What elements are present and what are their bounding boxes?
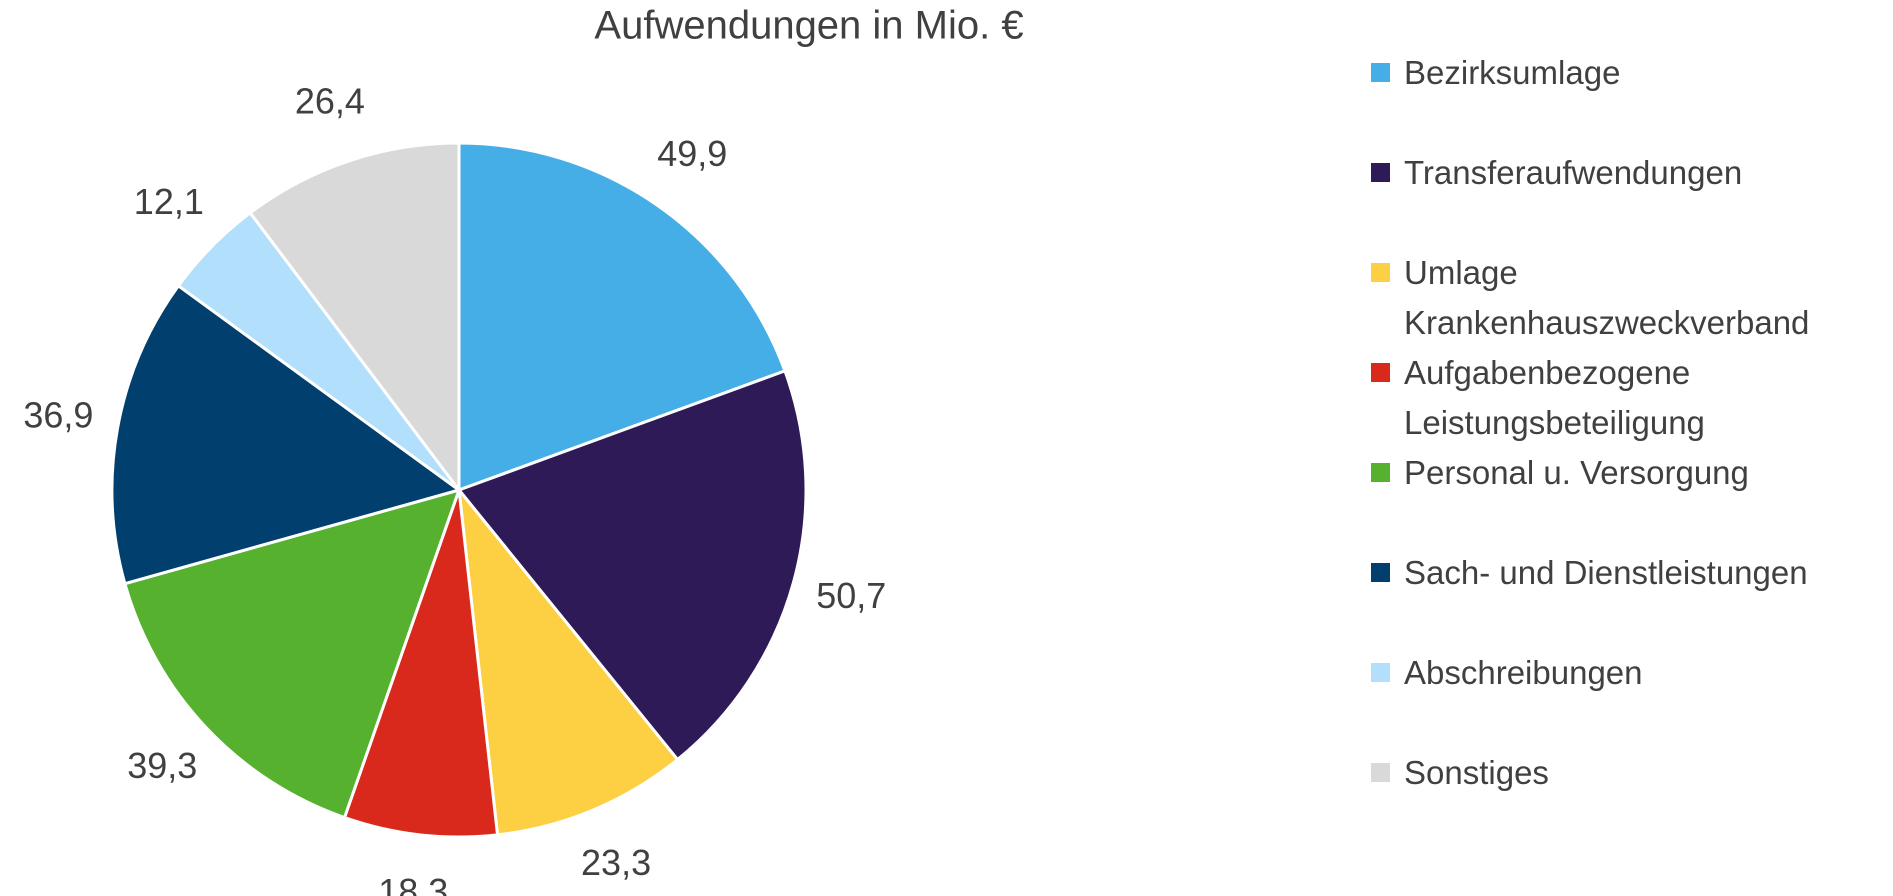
legend-label: Sach- und Dienstleistungen — [1404, 554, 1808, 591]
legend-swatch — [1371, 263, 1390, 282]
legend-label: Abschreibungen — [1404, 654, 1643, 691]
legend-item: Aufgabenbezogene Leistungsbeteiligung — [1371, 348, 1889, 448]
legend-label: Personal u. Versorgung — [1404, 454, 1749, 491]
data-label: 49,9 — [657, 133, 727, 174]
legend-label: Umlage Krankenhauszweckverband — [1404, 254, 1810, 341]
legend-label: Bezirksumlage — [1404, 54, 1621, 91]
legend-swatch — [1371, 363, 1390, 382]
pie-slice — [456, 485, 680, 837]
legend-label: Sonstiges — [1404, 754, 1549, 791]
legend-item: Transferaufwendungen — [1371, 148, 1889, 198]
legend-swatch — [1371, 463, 1390, 482]
data-label: 18,3 — [378, 871, 448, 896]
data-label: 39,3 — [127, 745, 197, 786]
data-label: 26,4 — [295, 81, 365, 122]
legend-item: Sonstiges — [1371, 748, 1889, 798]
data-label: 23,3 — [581, 842, 651, 883]
chart-title: Aufwendungen in Mio. € — [594, 4, 1023, 48]
data-label: 12,1 — [134, 181, 204, 222]
legend-item: Abschreibungen — [1371, 648, 1889, 698]
legend-swatch — [1371, 663, 1390, 682]
pie-slice — [342, 489, 500, 839]
legend-label: Transferaufwendungen — [1404, 154, 1743, 191]
legend-item: Umlage Krankenhauszweckverband — [1371, 248, 1889, 348]
pie-slice — [110, 283, 463, 586]
legend-item: Sach- und Dienstleistungen — [1371, 548, 1889, 598]
legend-label: Aufgabenbezogene Leistungsbeteiligung — [1404, 354, 1705, 441]
legend-swatch — [1371, 63, 1390, 82]
data-label: 50,7 — [816, 575, 886, 616]
legend-swatch — [1371, 163, 1390, 182]
pie-slice — [248, 141, 461, 495]
pie-slice — [456, 368, 808, 762]
legend-swatch — [1371, 763, 1390, 782]
legend-swatch — [1371, 563, 1390, 582]
legend-item: Personal u. Versorgung — [1371, 448, 1889, 498]
pie-slice — [123, 487, 462, 820]
data-label: 36,9 — [23, 394, 93, 435]
legend-item: Bezirksumlage — [1371, 48, 1889, 98]
pie-slice — [457, 141, 787, 493]
